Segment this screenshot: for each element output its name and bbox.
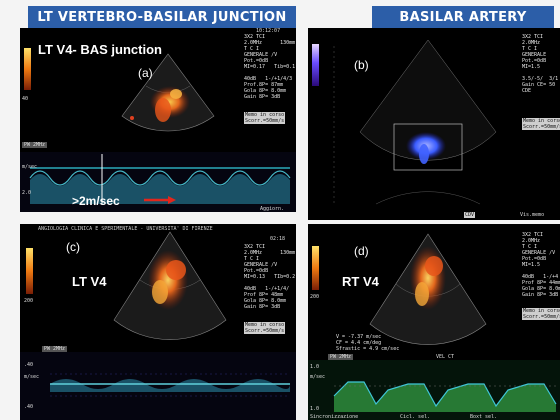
panel-b-footer-tag[interactable]: CDV xyxy=(464,212,475,218)
panel-c-axis-bottom: .40 xyxy=(24,404,33,410)
panel-a-memo-badge[interactable]: Memo in corso Scorr.=50mm/s xyxy=(244,112,285,124)
panel-c-scale-low: 200 xyxy=(24,298,33,304)
panel-d-footer-mid[interactable]: Cicl. sel. xyxy=(400,414,430,420)
panel-b-footer-right[interactable]: Vis.memo xyxy=(520,212,544,218)
panel-c-letter: (c) xyxy=(66,240,80,254)
panel-c-axis-top: m/sec xyxy=(24,374,39,380)
panel-d-axis-mid: 1.0 xyxy=(310,364,319,370)
panel-d-memo-badge[interactable]: Memo in corso Scorr.=50mm/s xyxy=(522,308,560,320)
panel-d-axis-bottom: 1.0 xyxy=(310,406,319,412)
panel-c-memo-badge[interactable]: Memo in corso Scorr.=50mm/s xyxy=(244,322,285,334)
panel-a: LT V4- BAS junction (a) 3X2 TCI 2.0MHz 1… xyxy=(20,28,296,212)
color-scale-bar xyxy=(312,246,319,290)
panel-a-scale-low: 40 xyxy=(22,96,28,102)
panel-b-memo-badge[interactable]: Memo in corso Scorr.=50mm/s xyxy=(522,118,560,130)
panel-d-footer-right[interactable]: Boxt sel. xyxy=(470,414,497,420)
header-left-title: LT VERTEBRO-BASILAR JUNCTION xyxy=(28,6,296,28)
color-scale-bar xyxy=(26,248,33,294)
panel-a-pw-label: PW 2MHz xyxy=(22,142,47,148)
panel-a-axis-top: m/sec xyxy=(22,164,37,170)
panel-c-pw-label: PW 2MHz xyxy=(42,346,67,352)
panel-d-measure: V = -7.37 m/sec CF = 4.4 cm/deg Sfrastic… xyxy=(336,334,399,352)
panel-d-title: RT V4 xyxy=(342,274,379,289)
panel-c-axis-mid: .40 xyxy=(24,362,33,368)
panel-c-topbar: ANGIOLOGIA CLINICA E SPERIMENTALE - UNIV… xyxy=(38,226,213,232)
panel-a-title: LT V4- BAS junction xyxy=(38,42,162,57)
color-flow-signal xyxy=(148,250,188,310)
panel-d-scale-low: 200 xyxy=(310,294,319,300)
panel-d-settings: 3X2 TCI 2.0MHz T C I GENERALE /V Pot.=0d… xyxy=(522,232,560,298)
panel-d-vel-tag: VEL CT xyxy=(436,354,454,360)
panel-a-time: 10:12:07 xyxy=(256,28,280,34)
panel-d-axis-top: m/sec xyxy=(310,374,325,380)
panel-c-time: 02:18 xyxy=(270,236,285,242)
color-flow-signal xyxy=(410,246,446,310)
panel-c-settings: 3X2 TCI 2.0MHz 130mm T C I GENERALE /V P… xyxy=(244,244,295,310)
panel-d-footer-left[interactable]: Sincronizzazione xyxy=(310,414,358,420)
panel-c: ANGIOLOGIA CLINICA E SPERIMENTALE - UNIV… xyxy=(20,224,296,420)
panel-a-axis-bottom: 2.0 xyxy=(22,190,31,196)
panel-a-letter: (a) xyxy=(138,66,153,80)
panel-c-title: LT V4 xyxy=(72,274,106,289)
color-scale-bar xyxy=(312,44,319,86)
panel-d-letter: (d) xyxy=(354,244,369,258)
header-right-title: BASILAR ARTERY xyxy=(372,6,554,28)
panel-a-velocity-note: >2m/sec xyxy=(72,194,120,208)
panel-b-letter: (b) xyxy=(354,58,369,72)
panel-d-pw-label: PW 2MHz xyxy=(328,354,353,360)
color-scale-bar xyxy=(24,48,31,90)
panel-b-settings: 3X2 TCI 2.0MHz T C I GENERALE Pot.=0dB M… xyxy=(522,34,558,94)
panel-d: RT V4 (d) 3X2 TCI 2.0MHz T C I GENERALE … xyxy=(308,224,560,420)
panel-b: (b) 3X2 TCI 2.0MHz T C I GENERALE Pot.=0… xyxy=(308,28,560,220)
panel-a-footer: Aggiorn. xyxy=(260,206,284,212)
panel-a-settings: 3X2 TCI 2.0MHz 130mm T C I GENERALE /V P… xyxy=(244,34,295,100)
